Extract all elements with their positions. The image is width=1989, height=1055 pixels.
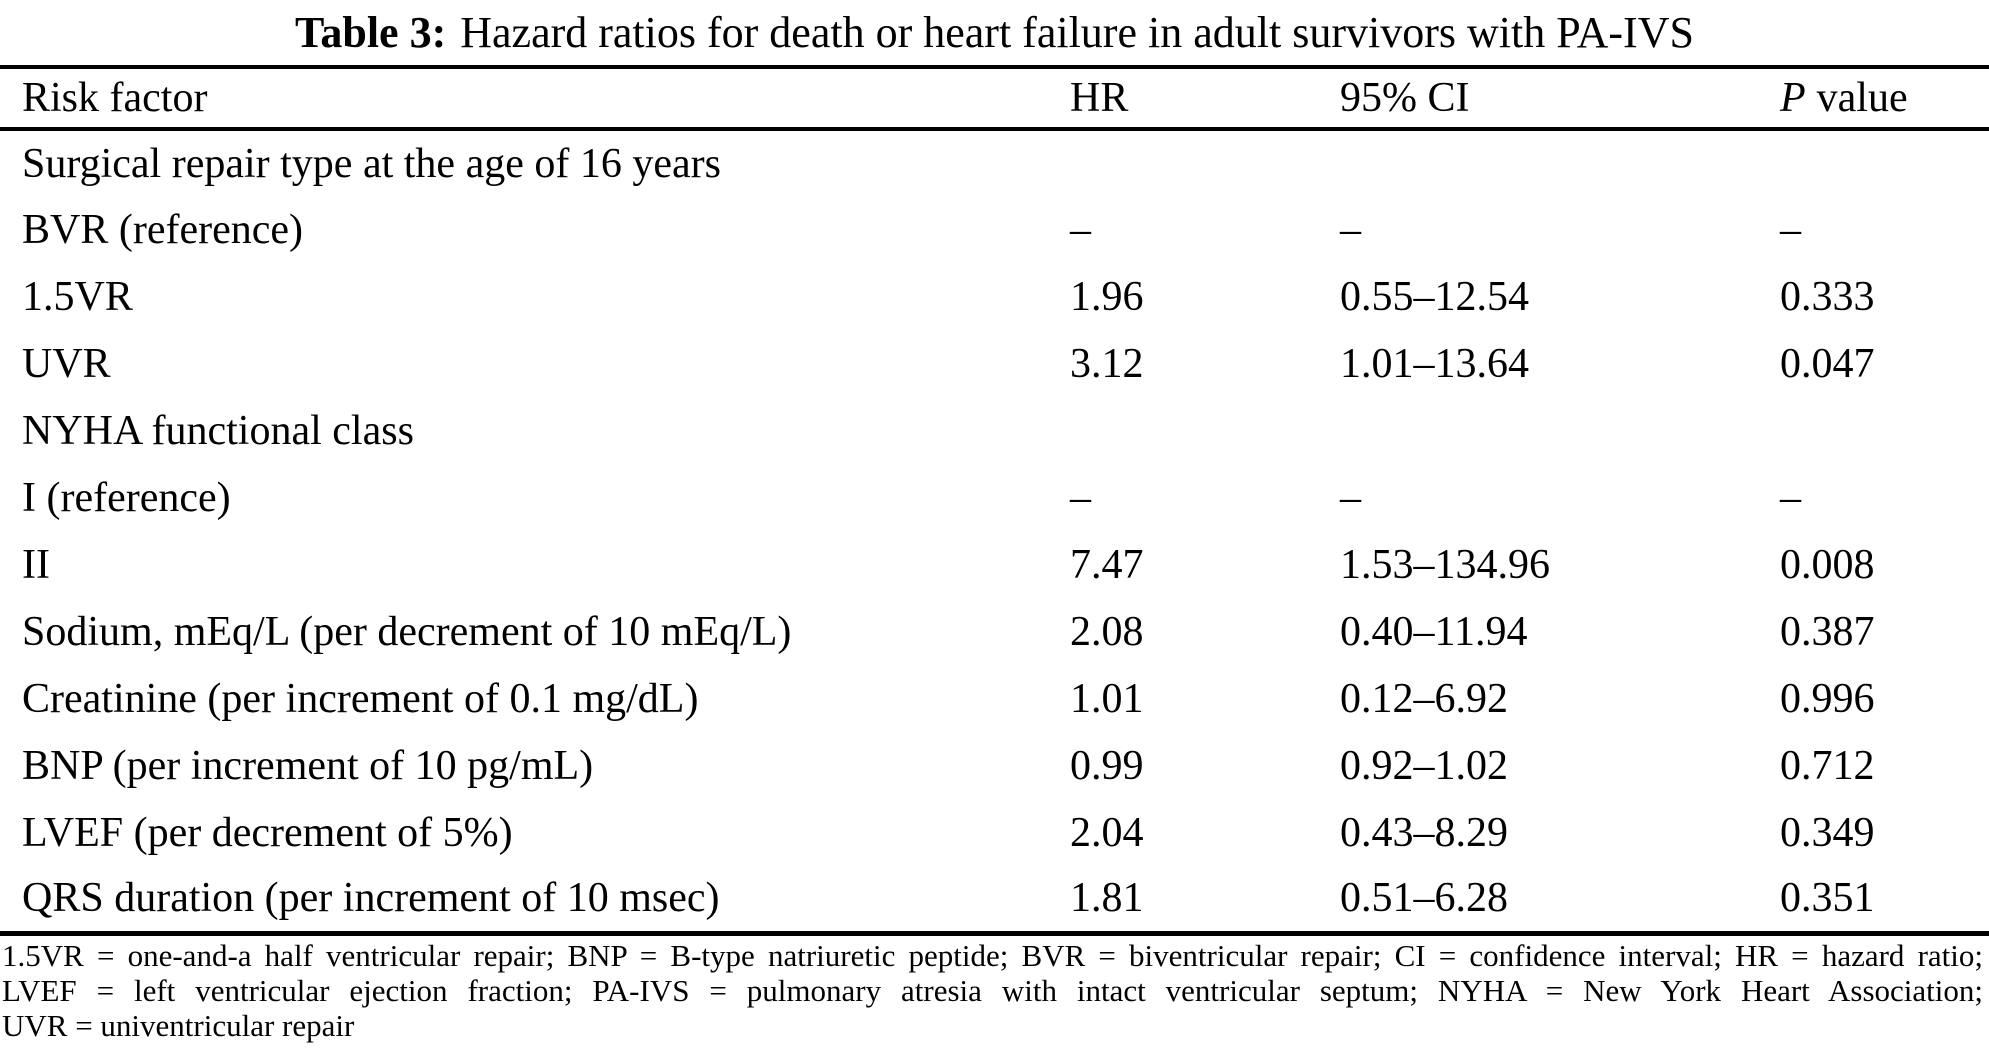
footnote-line: UVR = univentricular repair bbox=[2, 1007, 355, 1043]
table-row: 1.5VR 1.96 0.55–12.54 0.333 bbox=[0, 263, 1989, 330]
table-row: NYHA functional class bbox=[0, 397, 1989, 464]
hr-cell: – bbox=[1070, 474, 1091, 521]
risk-factor-cell: UVR bbox=[22, 340, 111, 387]
ci-cell: 0.43–8.29 bbox=[1340, 809, 1508, 856]
p-value-cell: 0.387 bbox=[1780, 608, 1875, 655]
ci-cell bbox=[1340, 129, 1780, 196]
p-value-cell: 0.349 bbox=[1780, 809, 1875, 856]
ci-cell: 0.92–1.02 bbox=[1340, 742, 1508, 789]
table-row: BNP (per increment of 10 pg/mL) 0.99 0.9… bbox=[0, 732, 1989, 799]
table-title: Table 3: Hazard ratios for death or heart… bbox=[0, 0, 1989, 65]
risk-factor-cell: I (reference) bbox=[22, 474, 231, 521]
ci-cell: 0.40–11.94 bbox=[1340, 608, 1528, 655]
table-body: Surgical repair type at the age of 16 ye… bbox=[0, 129, 1989, 933]
hr-cell: 7.47 bbox=[1070, 541, 1144, 588]
hr-cell: 1.96 bbox=[1070, 273, 1144, 320]
risk-factor-cell: BNP (per increment of 10 pg/mL) bbox=[22, 742, 594, 789]
ci-cell: 0.12–6.92 bbox=[1340, 675, 1508, 722]
risk-factor-cell: BVR (reference) bbox=[22, 206, 303, 253]
table-row: LVEF (per decrement of 5%) 2.04 0.43–8.2… bbox=[0, 799, 1989, 866]
hr-cell: 0.99 bbox=[1070, 742, 1144, 789]
risk-factor-cell: QRS duration (per increment of 10 msec) bbox=[22, 875, 720, 922]
hr-cell: 1.01 bbox=[1070, 675, 1144, 722]
col-header-hr: HR bbox=[1070, 75, 1129, 121]
ci-cell: – bbox=[1340, 206, 1361, 253]
risk-factor-cell: II bbox=[22, 541, 50, 588]
footnote-line: LVEF = left ventricular ejection fractio… bbox=[2, 972, 1983, 1008]
ci-cell: 0.51–6.28 bbox=[1340, 875, 1508, 922]
col-header-risk-factor: Risk factor bbox=[22, 75, 208, 121]
p-value-cell: 0.712 bbox=[1780, 742, 1875, 789]
table-title-label: Table 3: bbox=[295, 8, 447, 57]
ci-cell: – bbox=[1340, 474, 1361, 521]
hr-cell bbox=[1070, 397, 1340, 464]
p-value-cell: 0.047 bbox=[1780, 340, 1875, 387]
p-value-cell: 0.333 bbox=[1780, 273, 1875, 320]
risk-factor-cell: 1.5VR bbox=[22, 273, 133, 320]
table-row: II 7.47 1.53–134.96 0.008 bbox=[0, 531, 1989, 598]
table-row: QRS duration (per increment of 10 msec) … bbox=[0, 866, 1989, 933]
table-row: Creatinine (per increment of 0.1 mg/dL) … bbox=[0, 665, 1989, 732]
p-value-cell: 0.996 bbox=[1780, 675, 1875, 722]
ci-cell: 0.55–12.54 bbox=[1340, 273, 1529, 320]
col-header-ci: 95% CI bbox=[1340, 75, 1470, 121]
p-value-rest: value bbox=[1816, 75, 1908, 121]
p-value-cell bbox=[1780, 129, 1989, 196]
ci-cell: 1.53–134.96 bbox=[1340, 541, 1550, 588]
table-row: UVR 3.12 1.01–13.64 0.047 bbox=[0, 330, 1989, 397]
ci-cell: 1.01–13.64 bbox=[1340, 340, 1529, 387]
p-value-cell: – bbox=[1780, 474, 1801, 521]
table-row: Surgical repair type at the age of 16 ye… bbox=[0, 129, 1989, 196]
hr-cell: 3.12 bbox=[1070, 340, 1144, 387]
hr-cell bbox=[1070, 129, 1340, 196]
risk-factor-cell: Sodium, mEq/L (per decrement of 10 mEq/L… bbox=[22, 608, 792, 655]
footnote: 1.5VR = one-and-a half ventricular repai… bbox=[0, 938, 1989, 1043]
p-value-cell: – bbox=[1780, 206, 1801, 253]
risk-factor-cell: Creatinine (per increment of 0.1 mg/dL) bbox=[22, 675, 699, 722]
ci-cell bbox=[1340, 397, 1780, 464]
p-value-cell: 0.008 bbox=[1780, 541, 1875, 588]
table-row: BVR (reference) – – – bbox=[0, 196, 1989, 263]
table-row: Sodium, mEq/L (per decrement of 10 mEq/L… bbox=[0, 598, 1989, 665]
p-value-cell bbox=[1780, 397, 1989, 464]
risk-factor-cell: NYHA functional class bbox=[22, 407, 414, 454]
hr-cell: – bbox=[1070, 206, 1091, 253]
risk-factor-cell: Surgical repair type at the age of 16 ye… bbox=[22, 140, 721, 187]
hr-cell: 1.81 bbox=[1070, 875, 1144, 922]
hr-cell: 2.08 bbox=[1070, 608, 1144, 655]
risk-factor-cell: LVEF (per decrement of 5%) bbox=[22, 809, 513, 856]
footnote-line: 1.5VR = one-and-a half ventricular repai… bbox=[2, 937, 1983, 973]
p-value-cell: 0.351 bbox=[1780, 875, 1875, 922]
p-value-italic-letter: P bbox=[1780, 75, 1806, 121]
table-row: I (reference) – – – bbox=[0, 464, 1989, 531]
hr-cell: 2.04 bbox=[1070, 809, 1144, 856]
table-title-text: Hazard ratios for death or heart failure… bbox=[460, 8, 1694, 57]
